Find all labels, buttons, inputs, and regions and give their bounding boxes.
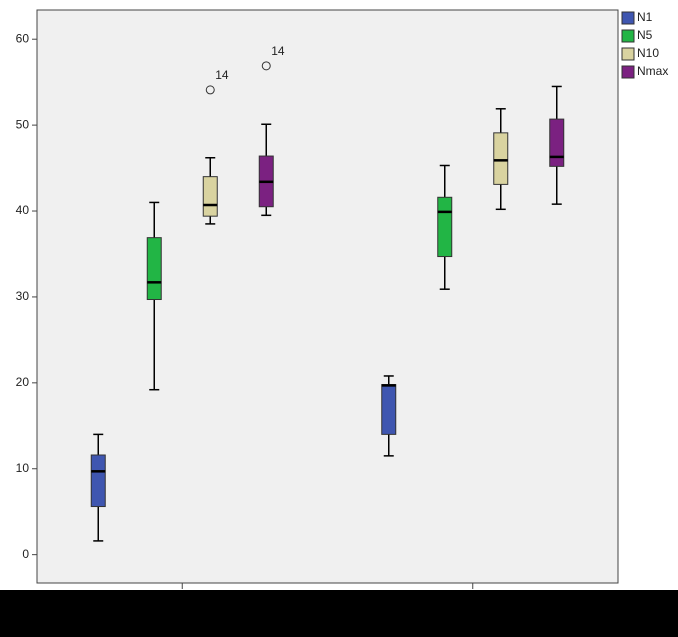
- y-tick-label: 10: [16, 461, 30, 475]
- y-tick-label: 20: [16, 375, 30, 389]
- y-tick-label: 0: [22, 547, 29, 561]
- outlier-label: 14: [271, 44, 285, 58]
- outlier: [205, 85, 215, 95]
- redaction-bar: [0, 590, 678, 637]
- legend-label: N5: [637, 28, 653, 42]
- y-tick-label: 60: [16, 31, 30, 45]
- legend-label: N10: [637, 46, 659, 60]
- legend-swatch: [621, 65, 635, 79]
- box: [549, 118, 565, 167]
- box: [90, 454, 106, 508]
- outlier: [261, 61, 271, 71]
- legend-swatch: [621, 29, 635, 43]
- box: [202, 176, 218, 217]
- legend-swatch: [621, 11, 635, 25]
- outlier-label: 14: [215, 68, 229, 82]
- box: [437, 196, 453, 258]
- y-tick-label: 40: [16, 203, 30, 217]
- box: [493, 132, 509, 185]
- y-tick-label: 50: [16, 117, 30, 131]
- box: [381, 384, 397, 435]
- legend-swatch: [621, 47, 635, 61]
- box: [146, 237, 162, 301]
- legend-label: N1: [637, 10, 653, 24]
- plot-area: [36, 9, 619, 584]
- y-tick-label: 30: [16, 289, 30, 303]
- legend-label: Nmax: [637, 64, 668, 78]
